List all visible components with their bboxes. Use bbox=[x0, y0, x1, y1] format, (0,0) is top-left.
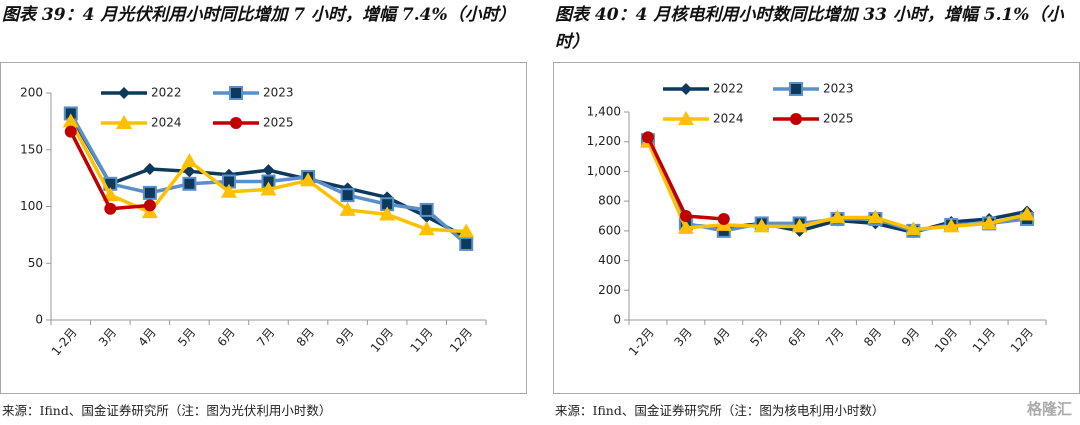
x-tick-label: 10月 bbox=[368, 325, 396, 355]
chart: 0 50 100 150 200 1-2月 3月 4月 5月 6月 7月 8月 9月 10月 11月 12月 2… bbox=[20, 86, 487, 358]
marker bbox=[419, 202, 434, 217]
x-tick-label: 1-2月 bbox=[626, 325, 657, 358]
marker bbox=[220, 183, 237, 198]
marker bbox=[104, 202, 117, 215]
x-tick-label: 9月 bbox=[899, 325, 922, 349]
x-tick-label: 10月 bbox=[932, 325, 960, 355]
marker bbox=[262, 164, 275, 177]
marker bbox=[680, 83, 692, 95]
x-tick-label: 7月 bbox=[823, 325, 846, 349]
legend-label: 2025 bbox=[263, 116, 294, 130]
marker bbox=[943, 218, 960, 233]
marker bbox=[143, 199, 156, 212]
x-tick-label: 8月 bbox=[861, 325, 884, 349]
y-tick-label: 1,000 bbox=[587, 164, 621, 178]
source: 来源：Ifind、国金证券研究所（注：图为光伏利用小时数） bbox=[2, 403, 332, 418]
y-tick-label: 600 bbox=[598, 223, 621, 237]
legend-label: 2023 bbox=[823, 82, 854, 96]
marker bbox=[905, 221, 922, 236]
x-tick-label: 3月 bbox=[96, 325, 119, 349]
marker bbox=[64, 125, 77, 138]
marker bbox=[677, 219, 694, 234]
x-tick-label: 5月 bbox=[747, 325, 770, 349]
x-tick-label: 12月 bbox=[447, 325, 475, 355]
marker bbox=[829, 209, 846, 224]
y-tick-label: 50 bbox=[28, 256, 43, 270]
marker bbox=[229, 86, 243, 100]
marker bbox=[790, 113, 802, 125]
marker bbox=[260, 181, 277, 196]
source: 来源：Ifind、国金证券研究所（注：图为核电利用小时数） bbox=[555, 403, 885, 418]
x-tick-label: 6月 bbox=[785, 325, 808, 349]
marker bbox=[300, 172, 317, 187]
x-tick-label: 6月 bbox=[215, 325, 238, 349]
chart: 0 200 400 600 800 1,000 1,200 1,400 1-2月 3月 4月 5月 6月… bbox=[587, 82, 1047, 358]
marker bbox=[230, 117, 242, 129]
legend-label: 2024 bbox=[713, 112, 744, 126]
marker bbox=[183, 165, 196, 178]
y-tick-label: 0 bbox=[35, 313, 43, 327]
chart-box: 0 50 100 150 200 1-2月 3月 4月 5月 6月 7月 8月 9月 10月 11月 12月 2… bbox=[0, 62, 527, 394]
x-tick-label: 8月 bbox=[294, 325, 317, 349]
marker bbox=[1019, 206, 1036, 221]
marker bbox=[418, 221, 435, 236]
x-tick-label: 12月 bbox=[1008, 325, 1036, 355]
marker bbox=[459, 236, 474, 251]
y-tick-label: 200 bbox=[20, 86, 43, 100]
x-tick-label: 9月 bbox=[333, 325, 356, 349]
y-tick-label: 800 bbox=[598, 194, 621, 208]
y-tick-label: 400 bbox=[598, 253, 621, 267]
y-tick-label: 150 bbox=[20, 142, 43, 156]
marker bbox=[182, 176, 197, 191]
marker bbox=[340, 188, 355, 203]
y-tick-label: 0 bbox=[613, 313, 621, 327]
marker bbox=[679, 210, 692, 222]
chart-title: 图表 39：4 月光伏利用小时同比增加 7 小时，增幅 7.4%（小时） bbox=[2, 5, 516, 25]
chart-box: 0 200 400 600 800 1,000 1,200 1,400 1-2月 3月 4月 5月 6月… bbox=[553, 62, 1080, 394]
x-tick-label: 1-2月 bbox=[49, 325, 80, 358]
marker bbox=[981, 215, 998, 230]
panel: 图表 40：4 月核电利用小时数同比增加 33 小时，增幅 5.1%（小时） 0… bbox=[553, 0, 1080, 425]
marker bbox=[789, 82, 803, 96]
legend-label: 2025 bbox=[823, 112, 854, 126]
panel: 图表 39：4 月光伏利用小时同比增加 7 小时，增幅 7.4%（小时） 0 50… bbox=[0, 0, 527, 425]
marker bbox=[753, 218, 770, 233]
x-tick-label: 11月 bbox=[970, 325, 998, 355]
x-tick-label: 5月 bbox=[175, 325, 198, 349]
legend-label: 2022 bbox=[713, 82, 744, 96]
legend-label: 2022 bbox=[151, 86, 182, 100]
y-tick-label: 1,400 bbox=[587, 105, 621, 119]
marker bbox=[678, 111, 694, 125]
x-tick-label: 4月 bbox=[135, 325, 158, 349]
marker bbox=[181, 153, 198, 168]
series-line bbox=[646, 136, 724, 221]
marker bbox=[116, 115, 132, 129]
marker bbox=[118, 87, 130, 99]
watermark: 格隆汇 bbox=[1026, 400, 1072, 418]
marker bbox=[867, 209, 884, 224]
marker bbox=[379, 206, 396, 221]
marker bbox=[717, 212, 730, 225]
y-tick-label: 100 bbox=[20, 199, 43, 213]
marker bbox=[339, 201, 356, 216]
marker bbox=[142, 185, 157, 200]
x-tick-label: 11月 bbox=[407, 325, 435, 355]
marker bbox=[143, 163, 156, 176]
x-tick-label: 7月 bbox=[254, 325, 277, 349]
legend-label: 2024 bbox=[151, 116, 182, 130]
marker bbox=[458, 223, 475, 238]
marker bbox=[791, 218, 808, 233]
y-tick-label: 1,200 bbox=[587, 134, 621, 148]
y-tick-label: 200 bbox=[598, 283, 621, 297]
x-tick-label: 3月 bbox=[671, 325, 694, 349]
x-tick-label: 4月 bbox=[709, 325, 732, 349]
marker bbox=[62, 113, 79, 128]
chart-title: 图表 40：4 月核电利用小时数同比增加 33 小时，增幅 5.1%（小时） bbox=[555, 5, 1064, 52]
legend-label: 2023 bbox=[263, 86, 294, 100]
marker bbox=[641, 131, 654, 144]
